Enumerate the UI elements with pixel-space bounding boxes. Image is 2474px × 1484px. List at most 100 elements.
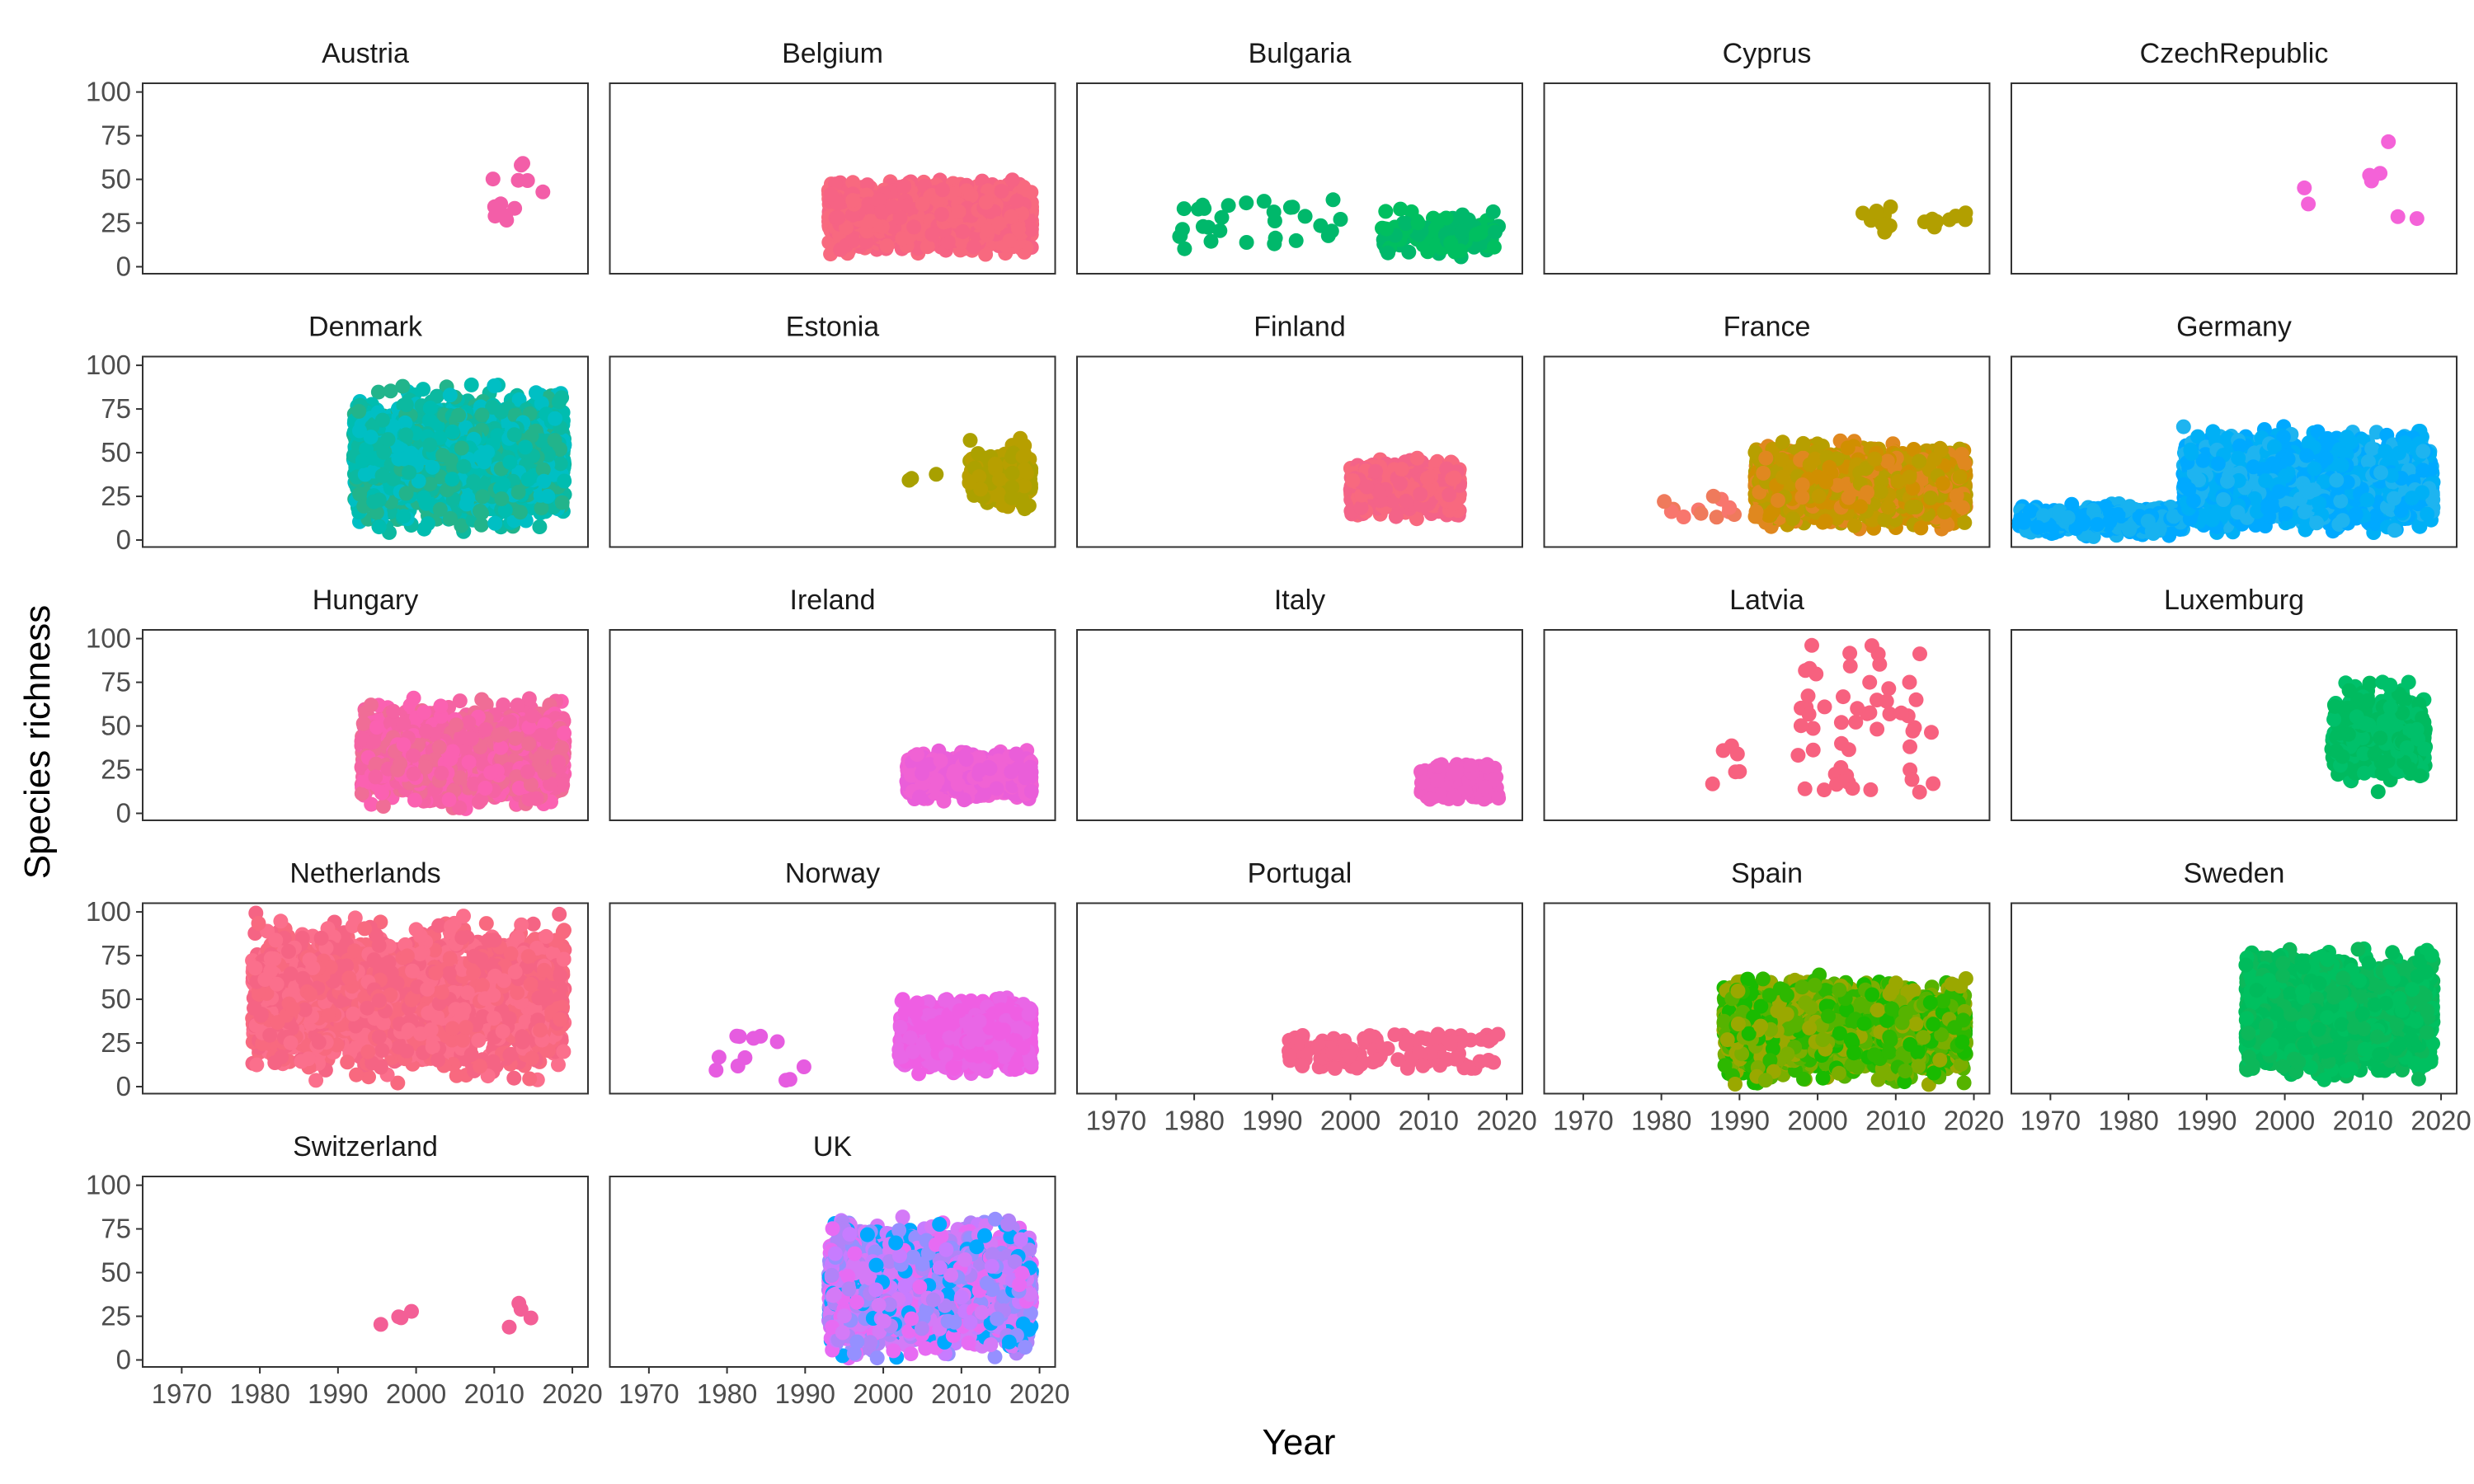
data-point: [1869, 204, 1884, 218]
data-point: [1201, 219, 1216, 235]
data-point: [498, 208, 514, 223]
data-point: [1380, 245, 1396, 261]
data-point: [934, 182, 950, 198]
data-point: [1023, 222, 1039, 237]
data-point: [487, 209, 503, 224]
data-point: [1325, 192, 1341, 208]
data-point: [2297, 180, 2312, 195]
x-axis-title: Year: [1263, 1422, 1336, 1463]
data-point: [1878, 222, 1893, 237]
facet-panel: Belgium: [609, 38, 1056, 275]
y-axis-title: Species richness: [17, 605, 58, 880]
data-point: [1173, 228, 1188, 243]
data-point: [879, 238, 895, 254]
y-tick-label: 25: [101, 208, 131, 238]
data-point: [2363, 173, 2379, 189]
data-point: [1297, 209, 1313, 224]
panel-border: [1543, 82, 1991, 275]
data-point: [1214, 209, 1230, 225]
y-tick-label: 0: [116, 251, 131, 282]
data-point: [823, 186, 839, 202]
data-point: [515, 156, 530, 171]
facet-title: Cyprus: [1723, 38, 1812, 69]
data-point: [1239, 235, 1254, 250]
data-point: [535, 184, 551, 200]
data-point: [1410, 215, 1426, 231]
facet-title: CzechRepublic: [2140, 38, 2329, 69]
facet-title: Austria: [322, 38, 409, 69]
data-point: [512, 505, 528, 520]
data-point: [845, 193, 861, 208]
data-point: [966, 239, 981, 255]
data-point: [2409, 211, 2425, 227]
data-point: [416, 382, 431, 397]
data-point: [924, 227, 940, 242]
panel-border: [2011, 82, 2458, 275]
data-point: [1941, 212, 1957, 228]
data-point: [1378, 204, 1394, 219]
data-point: [1011, 221, 1026, 237]
data-point: [896, 178, 912, 194]
point-layer: [485, 156, 551, 228]
data-point: [906, 219, 922, 235]
data-point: [1443, 235, 1459, 251]
data-point: [1958, 205, 1973, 221]
data-point: [991, 216, 1007, 232]
data-point: [1282, 200, 1298, 215]
data-point: [1177, 241, 1192, 256]
data-point: [915, 196, 930, 212]
data-point: [1176, 201, 1192, 217]
data-point: [1267, 236, 1282, 251]
y-tick-label: 75: [101, 120, 131, 151]
data-point: [1256, 194, 1272, 209]
data-point: [2381, 134, 2396, 149]
data-point: [1486, 239, 1502, 255]
data-point: [1454, 224, 1470, 240]
facet-panel: Austria 0 25 50 75 100: [86, 38, 589, 282]
data-point: [487, 515, 503, 531]
facet-title: Denmark: [308, 312, 423, 343]
data-point: [442, 387, 458, 403]
data-point: [1324, 223, 1339, 239]
data-point: [1288, 232, 1304, 248]
facet-panel: CzechRepublic: [2011, 38, 2458, 275]
facet-panels: Austria 0 25 50 75 100 Belgium Bulgaria Cyprus Cz…: [86, 38, 2472, 1409]
data-point: [978, 195, 994, 210]
data-point: [1485, 204, 1501, 219]
data-point: [955, 224, 971, 239]
data-point: [1438, 210, 1454, 226]
data-point: [963, 188, 979, 204]
data-point: [1333, 212, 1348, 227]
y-tick-label: 100: [86, 77, 131, 107]
data-point: [1393, 201, 1409, 217]
data-point: [2301, 196, 2316, 212]
data-point: [934, 207, 949, 222]
y-tick-label: 50: [101, 164, 131, 195]
data-point: [1488, 224, 1503, 240]
data-point: [895, 231, 910, 247]
data-point: [1929, 214, 1945, 229]
data-point: [1401, 244, 1417, 260]
data-point: [1004, 172, 1020, 188]
data-point: [510, 172, 526, 188]
data-point: [1856, 205, 1870, 221]
data-point: [844, 232, 860, 248]
data-point: [994, 183, 1009, 199]
data-point: [554, 495, 570, 510]
facet-title: Belgium: [782, 38, 883, 69]
data-point: [1197, 200, 1212, 216]
data-point: [951, 204, 967, 219]
data-point: [2390, 209, 2406, 224]
facet-panel: Cyprus: [1543, 38, 1991, 275]
data-point: [485, 171, 501, 187]
data-point: [1009, 193, 1025, 209]
point-layer: [821, 172, 1040, 262]
data-point: [1379, 221, 1395, 237]
facet-title: Bulgaria: [1249, 38, 1352, 69]
data-point: [532, 519, 548, 534]
data-point: [1239, 195, 1254, 211]
data-point: [885, 199, 901, 214]
data-point: [395, 378, 411, 394]
